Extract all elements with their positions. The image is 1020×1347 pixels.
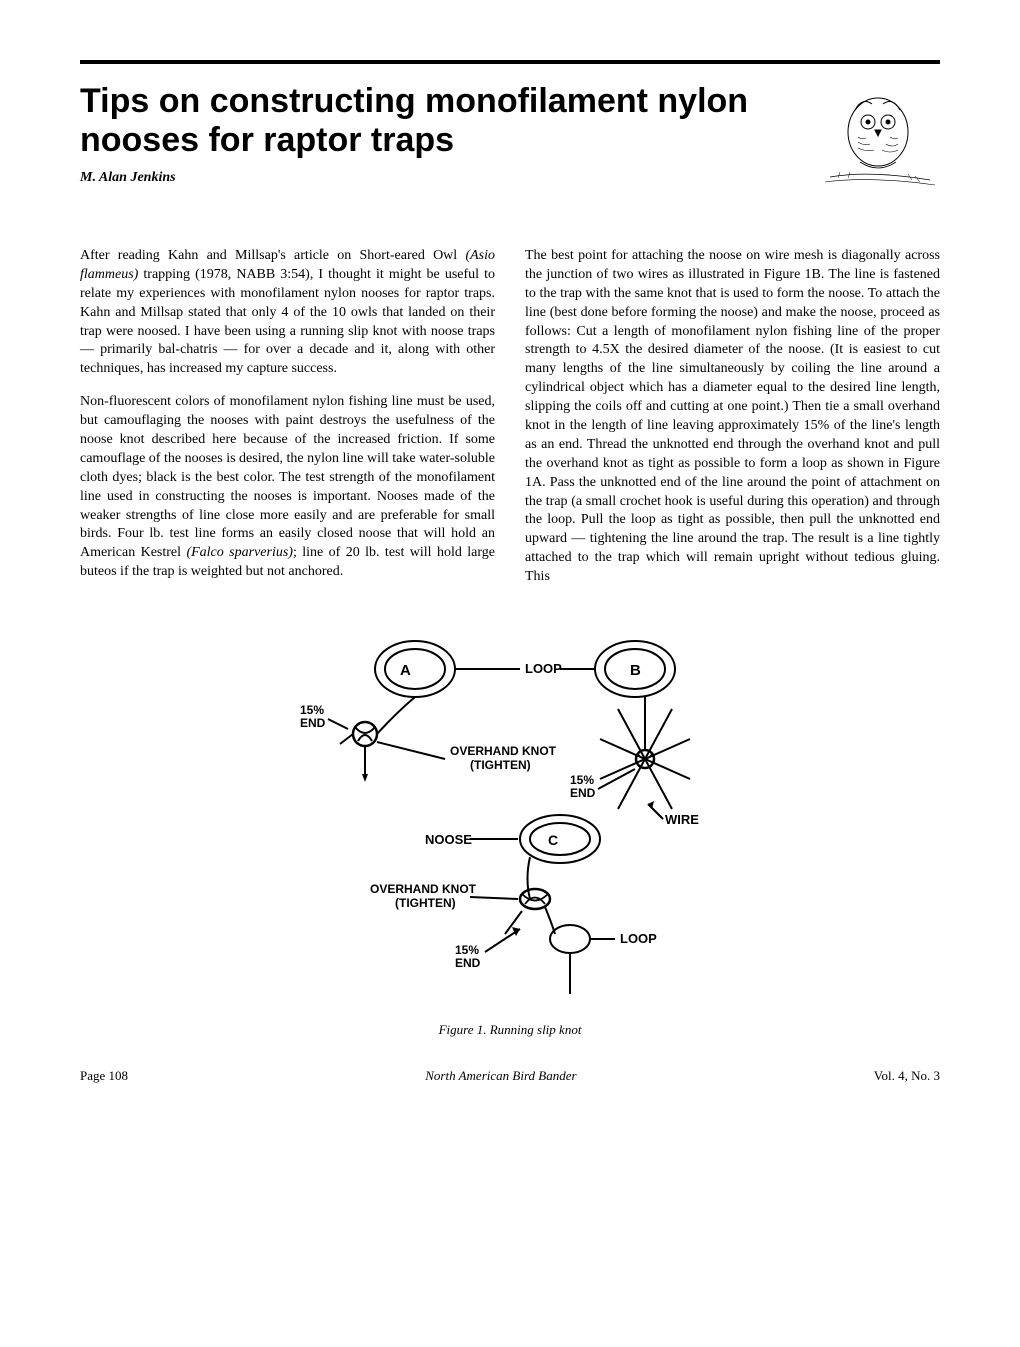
label-15-end-1a: 15% [300,703,324,717]
top-rule [80,60,940,64]
label-15-end-3b: END [455,956,481,970]
col1-p1-b: trapping (1978, NABB 3:54), I thought it… [80,267,495,376]
footer-left: Page 108 [80,1068,128,1084]
label-loop-2: LOOP [620,931,657,946]
label-wire: WIRE [665,812,699,827]
label-b: B [630,662,641,679]
label-loop-1: LOOP [525,661,562,676]
label-15-end-1b: END [300,716,326,730]
column-left: After reading Kahn and Millsap's article… [80,247,495,601]
column-right: The best point for attaching the noose o… [525,247,940,601]
author-name: M. Alan Jenkins [80,170,780,186]
label-c: C [548,832,558,848]
label-a: A [400,662,411,679]
body-columns: After reading Kahn and Millsap's article… [80,247,940,601]
label-noose: NOOSE [425,832,472,847]
label-15-end-3a: 15% [455,943,479,957]
header: Tips on constructing monofilament nylon … [80,82,940,192]
figure-caption: Figure 1. Running slip knot [80,1022,940,1038]
title-block: Tips on constructing monofilament nylon … [80,82,780,186]
col1-p2-a: Non-fluorescent colors of monofilament n… [80,394,495,560]
figure-1-svg: A LOOP B 15% END OVERHAND KNOT (TIGHTEN) [270,629,750,1009]
footer: Page 108 North American Bird Bander Vol.… [80,1068,940,1084]
figure-1: A LOOP B 15% END OVERHAND KNOT (TIGHTEN) [80,629,940,1038]
owl-illustration [800,82,940,192]
label-15-end-2b: END [570,786,596,800]
label-overhand-1: OVERHAND KNOT [450,744,557,758]
footer-center: North American Bird Bander [425,1068,576,1084]
label-15-end-2a: 15% [570,773,594,787]
col1-p1: After reading Kahn and Millsap's article… [80,247,495,379]
label-tighten-1: (TIGHTEN) [470,758,531,772]
col2-p1: The best point for attaching the noose o… [525,247,940,587]
article-title: Tips on constructing monofilament nylon … [80,82,780,160]
footer-right: Vol. 4, No. 3 [874,1068,940,1084]
label-tighten-2: (TIGHTEN) [395,896,456,910]
col1-p2: Non-fluorescent colors of monofilament n… [80,393,495,582]
col1-p1-a: After reading Kahn and Millsap's article… [80,248,465,263]
label-overhand-2: OVERHAND KNOT [370,882,477,896]
col1-p2-species: (Falco sparverius) [186,545,293,560]
